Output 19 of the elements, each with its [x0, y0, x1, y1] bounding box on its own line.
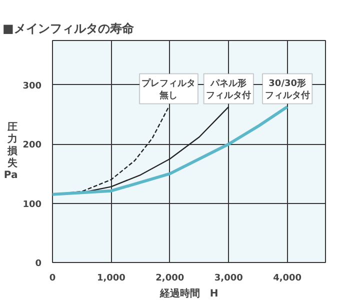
x-tick-label: 4,000	[273, 274, 302, 284]
annotation: パネル形	[210, 78, 247, 89]
y-tick-label: 100	[22, 200, 42, 210]
x-tick-label: 0	[49, 274, 56, 284]
y-tick-label: 200	[22, 140, 42, 151]
annotation: フィルタ付	[206, 90, 252, 101]
y-tick-label: 0	[35, 259, 42, 269]
line-series	[52, 105, 289, 196]
y-axis-title: 圧力損失 Pa	[4, 122, 19, 182]
x-tick-label: 3,000	[214, 274, 243, 284]
annotation: フィルタ付	[264, 90, 310, 101]
y-tick-label: 300	[22, 81, 42, 92]
annotation: 30/30形	[268, 78, 306, 89]
x-tick-label: 1,000	[96, 274, 126, 284]
annotation: プレフィルタ	[142, 78, 196, 89]
annotation: 無し	[158, 90, 178, 101]
x-tick-label: 2,000	[156, 274, 184, 284]
chart-title: ■メインフィルタの寿命	[2, 22, 135, 36]
x-axis-title: 経過時間 H	[158, 288, 218, 300]
